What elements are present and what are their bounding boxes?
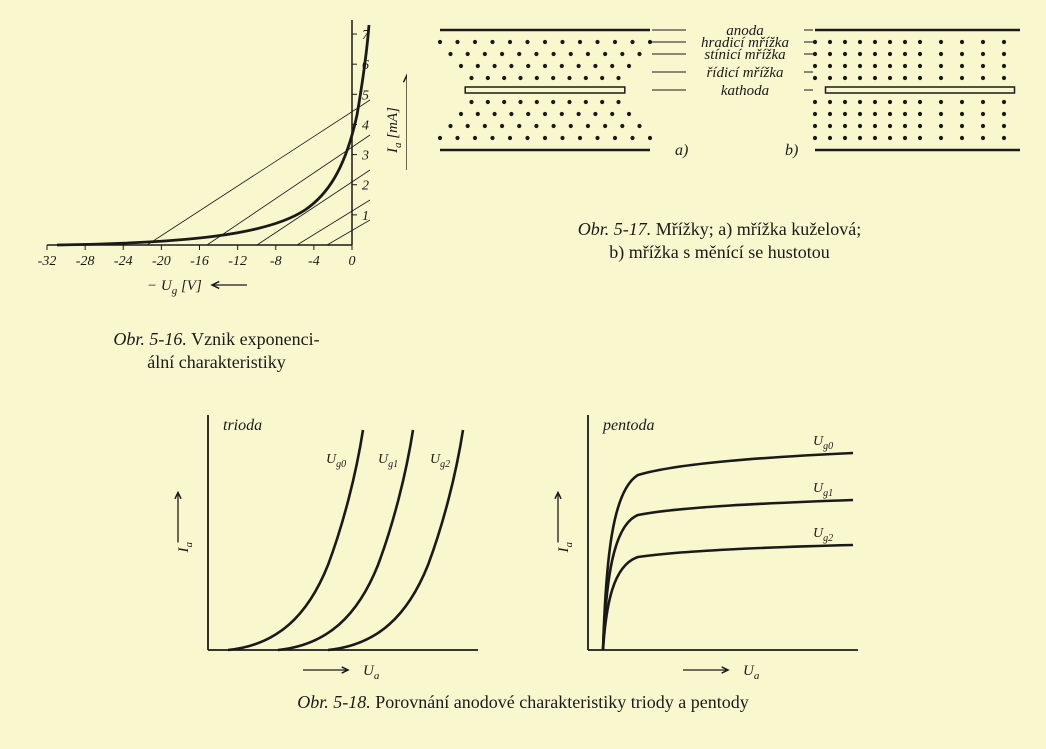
fig517-svg: anodahradicí mřížkastínicí mřížkařídicí … <box>420 20 1020 210</box>
svg-text:-8: -8 <box>269 254 281 269</box>
fig517-text1: Mřížky; a) mřížka kuželová; <box>656 219 861 239</box>
svg-text:− Ug [V]: − Ug [V] <box>147 278 202 297</box>
svg-text:Ua: Ua <box>743 663 760 682</box>
svg-text:-24: -24 <box>113 254 132 269</box>
svg-text:stínicí mřížka: stínicí mřížka <box>704 47 785 63</box>
svg-text:3: 3 <box>361 149 369 164</box>
svg-text:Ua: Ua <box>363 663 380 682</box>
svg-text:-12: -12 <box>228 254 247 269</box>
svg-text:-28: -28 <box>75 254 94 269</box>
fig518-caption: Obr. 5-18. Porovnání anodové charakteris… <box>20 691 1026 714</box>
svg-text:-20: -20 <box>152 254 171 269</box>
svg-text:Ia [mA]: Ia [mA] <box>385 107 404 154</box>
svg-text:trioda: trioda <box>223 417 262 434</box>
fig518-text: Porovnání anodové charakteristiky triody… <box>375 692 748 712</box>
svg-text:Ug2: Ug2 <box>813 526 833 544</box>
fig516-text2: ální charakteristiky <box>147 352 285 372</box>
fig518-triode-svg: trioda Ia Ua Ug0 Ug1 Ug2 <box>163 405 503 685</box>
fig517-text2: b) mřížka s měnící se hustotou <box>609 242 829 262</box>
svg-text:0: 0 <box>348 254 355 269</box>
fig517-num: Obr. 5-17. <box>578 219 652 239</box>
fig518-num: Obr. 5-18. <box>297 692 371 712</box>
svg-text:Ug1: Ug1 <box>813 481 833 499</box>
svg-text:řídicí mřížka: řídicí mřížka <box>706 65 783 81</box>
fig517-caption: Obr. 5-17. Mřížky; a) mřížka kuželová; b… <box>578 218 861 265</box>
svg-text:-16: -16 <box>190 254 209 269</box>
svg-text:2: 2 <box>362 179 369 194</box>
svg-text:b): b) <box>785 142 798 159</box>
svg-text:-32: -32 <box>37 254 56 269</box>
fig516-caption: Obr. 5-16. Vznik exponenci- ální charakt… <box>113 328 319 375</box>
svg-text:pentoda: pentoda <box>602 417 655 434</box>
svg-text:Ug0: Ug0 <box>813 434 833 452</box>
fig516-num: Obr. 5-16. <box>113 329 187 349</box>
figure-5-18: trioda Ia Ua Ug0 Ug1 Ug2 pentoda Ia Ua Ug0 Ug1 Ug2 <box>20 405 1026 685</box>
svg-text:kathoda: kathoda <box>720 83 768 99</box>
fig518-pentode-svg: pentoda Ia Ua Ug0 Ug1 Ug2 <box>543 405 883 685</box>
svg-text:Ia: Ia <box>556 541 575 553</box>
figure-5-17: anodahradicí mřížkastínicí mřížkařídicí … <box>420 20 1020 265</box>
svg-text:Ug0: Ug0 <box>326 452 346 470</box>
svg-text:a): a) <box>675 142 688 159</box>
svg-text:-4: -4 <box>308 254 320 269</box>
figure-5-16: -32-28-24-20-16-12-8-401234567Ia [mA]− U… <box>27 20 407 375</box>
svg-text:Ia: Ia <box>176 541 195 553</box>
svg-text:4: 4 <box>362 118 369 133</box>
svg-text:Ug2: Ug2 <box>430 452 450 470</box>
svg-text:Ug1: Ug1 <box>378 452 398 470</box>
fig516-svg: -32-28-24-20-16-12-8-401234567Ia [mA]− U… <box>27 20 407 320</box>
fig516-text1: Vznik exponenci- <box>191 329 319 349</box>
